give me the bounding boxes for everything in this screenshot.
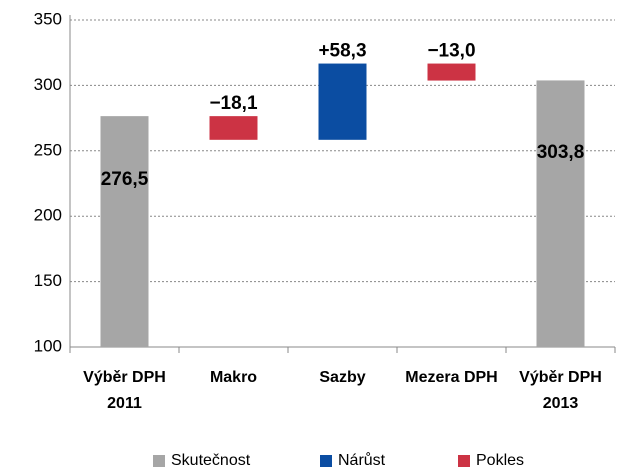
y-tick-label: 100 (34, 336, 62, 355)
bar (100, 116, 149, 347)
data-label: 303,8 (537, 142, 585, 163)
legend-swatch (458, 455, 470, 467)
legend-item: Nárůst (320, 452, 385, 470)
legend-swatch (153, 455, 165, 467)
y-tick-label: 300 (34, 75, 62, 94)
data-label: +58,3 (318, 41, 366, 62)
y-tick-label: 250 (34, 140, 62, 159)
legend-item: Skutečnost (153, 452, 250, 470)
x-tick-label: Sazby (319, 369, 366, 386)
y-tick-label: 150 (34, 271, 62, 290)
legend-label: Nárůst (338, 452, 386, 469)
legend-item: Pokles (458, 452, 524, 470)
x-tick-label: Výběr DPH 2011 (83, 369, 166, 412)
data-label: 276,5 (101, 169, 149, 190)
bar (536, 80, 585, 348)
data-label: −13,0 (427, 41, 475, 62)
y-tick-label: 350 (34, 9, 62, 28)
legend-swatch (320, 455, 332, 467)
bar (427, 63, 476, 81)
data-label: −18,1 (209, 93, 258, 114)
bar (318, 63, 367, 140)
x-tick-label: Výběr DPH 2013 (519, 369, 602, 412)
legend-label: Skutečnost (171, 452, 251, 469)
legend-label: Pokles (476, 452, 525, 469)
x-tick-label: Mezera DPH (405, 369, 498, 386)
bar (209, 116, 258, 140)
y-tick-label: 200 (34, 206, 62, 225)
x-tick-label: Makro (209, 369, 258, 386)
